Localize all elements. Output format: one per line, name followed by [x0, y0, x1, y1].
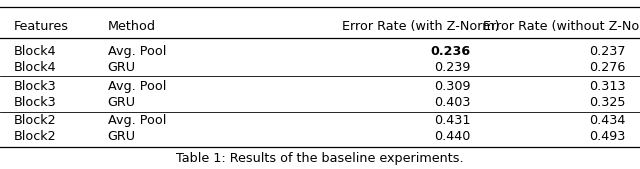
Text: Block2: Block2: [14, 130, 57, 143]
Text: 0.239: 0.239: [434, 61, 470, 74]
Text: 0.403: 0.403: [434, 96, 470, 109]
Text: Avg. Pool: Avg. Pool: [108, 80, 166, 93]
Text: 0.434: 0.434: [589, 114, 626, 127]
Text: 0.431: 0.431: [434, 114, 470, 127]
Text: Block4: Block4: [14, 45, 57, 58]
Text: 0.237: 0.237: [589, 45, 626, 58]
Text: Avg. Pool: Avg. Pool: [108, 45, 166, 58]
Text: Error Rate (without Z-Norm): Error Rate (without Z-Norm): [483, 20, 640, 33]
Text: 0.493: 0.493: [589, 130, 626, 143]
Text: GRU: GRU: [108, 96, 136, 109]
Text: Block4: Block4: [14, 61, 57, 74]
Text: Avg. Pool: Avg. Pool: [108, 114, 166, 127]
Text: Method: Method: [108, 20, 156, 33]
Text: Block3: Block3: [14, 96, 57, 109]
Text: 0.440: 0.440: [434, 130, 470, 143]
Text: 0.276: 0.276: [589, 61, 626, 74]
Text: Features: Features: [14, 20, 69, 33]
Text: 0.325: 0.325: [589, 96, 626, 109]
Text: GRU: GRU: [108, 130, 136, 143]
Text: GRU: GRU: [108, 61, 136, 74]
Text: 0.236: 0.236: [430, 45, 470, 58]
Text: Error Rate (with Z-Norm): Error Rate (with Z-Norm): [342, 20, 500, 33]
Text: 0.309: 0.309: [434, 80, 470, 93]
Text: Block3: Block3: [14, 80, 57, 93]
Text: 0.313: 0.313: [589, 80, 626, 93]
Text: Table 1: Results of the baseline experiments.: Table 1: Results of the baseline experim…: [176, 152, 464, 165]
Text: Block2: Block2: [14, 114, 57, 127]
